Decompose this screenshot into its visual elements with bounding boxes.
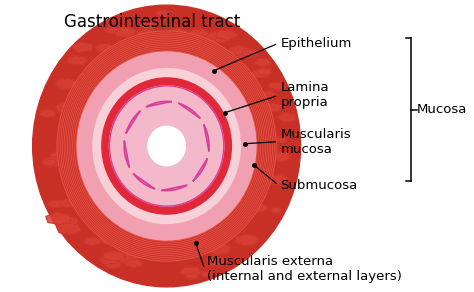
Polygon shape: [172, 103, 200, 135]
Polygon shape: [44, 160, 59, 167]
Ellipse shape: [77, 52, 256, 240]
Polygon shape: [71, 42, 93, 52]
Polygon shape: [205, 244, 231, 255]
Polygon shape: [190, 29, 209, 38]
Text: Lamina
propria: Lamina propria: [281, 81, 329, 110]
Ellipse shape: [102, 78, 231, 214]
Text: Submucosa: Submucosa: [281, 178, 358, 192]
Polygon shape: [180, 267, 201, 277]
Text: Muscularis externa
(internal and external layers): Muscularis externa (internal and externa…: [207, 255, 401, 283]
Ellipse shape: [33, 5, 301, 287]
Polygon shape: [124, 141, 152, 167]
Ellipse shape: [57, 31, 276, 261]
Polygon shape: [47, 200, 63, 208]
Polygon shape: [216, 30, 238, 40]
Polygon shape: [149, 30, 166, 38]
Polygon shape: [234, 49, 255, 59]
Polygon shape: [55, 103, 77, 112]
Polygon shape: [162, 162, 187, 191]
Text: Muscularis
mucosa: Muscularis mucosa: [281, 128, 351, 156]
Polygon shape: [254, 59, 272, 67]
Polygon shape: [264, 103, 283, 111]
Polygon shape: [270, 208, 282, 213]
Polygon shape: [126, 111, 156, 141]
Polygon shape: [47, 161, 58, 166]
Polygon shape: [46, 213, 71, 225]
Polygon shape: [242, 49, 259, 57]
Polygon shape: [104, 261, 121, 269]
Polygon shape: [99, 255, 118, 264]
Polygon shape: [56, 223, 81, 234]
Polygon shape: [55, 79, 78, 89]
Ellipse shape: [93, 69, 240, 223]
Polygon shape: [201, 272, 212, 277]
Polygon shape: [51, 152, 62, 157]
Polygon shape: [257, 68, 273, 75]
Ellipse shape: [148, 126, 185, 166]
Polygon shape: [134, 157, 162, 189]
Polygon shape: [48, 157, 61, 162]
Polygon shape: [250, 204, 268, 212]
Polygon shape: [139, 22, 156, 29]
Polygon shape: [42, 159, 57, 166]
Polygon shape: [204, 32, 229, 43]
Polygon shape: [268, 82, 286, 90]
Polygon shape: [228, 46, 248, 55]
Polygon shape: [115, 252, 140, 263]
Polygon shape: [206, 256, 228, 265]
Polygon shape: [146, 101, 171, 130]
Polygon shape: [67, 56, 87, 65]
Polygon shape: [177, 151, 207, 181]
Polygon shape: [40, 109, 56, 117]
Polygon shape: [137, 29, 160, 40]
Text: Epithelium: Epithelium: [281, 37, 352, 50]
Polygon shape: [83, 237, 101, 245]
Text: Gastrointestinal tract: Gastrointestinal tract: [64, 13, 240, 31]
Polygon shape: [235, 234, 259, 246]
Polygon shape: [104, 251, 124, 261]
Polygon shape: [186, 273, 198, 279]
Text: Mucosa: Mucosa: [417, 103, 467, 116]
Polygon shape: [274, 137, 285, 142]
Polygon shape: [101, 238, 115, 245]
Polygon shape: [109, 254, 126, 262]
Polygon shape: [113, 27, 136, 37]
Polygon shape: [95, 44, 114, 52]
Polygon shape: [251, 69, 271, 78]
Polygon shape: [60, 199, 79, 207]
Polygon shape: [182, 125, 209, 151]
Polygon shape: [126, 260, 143, 267]
Polygon shape: [267, 175, 287, 184]
Polygon shape: [262, 91, 276, 98]
Polygon shape: [277, 113, 295, 122]
Polygon shape: [170, 28, 186, 36]
Polygon shape: [156, 11, 170, 17]
Polygon shape: [56, 216, 78, 227]
Polygon shape: [105, 27, 118, 33]
Polygon shape: [271, 152, 290, 162]
Ellipse shape: [109, 86, 224, 206]
